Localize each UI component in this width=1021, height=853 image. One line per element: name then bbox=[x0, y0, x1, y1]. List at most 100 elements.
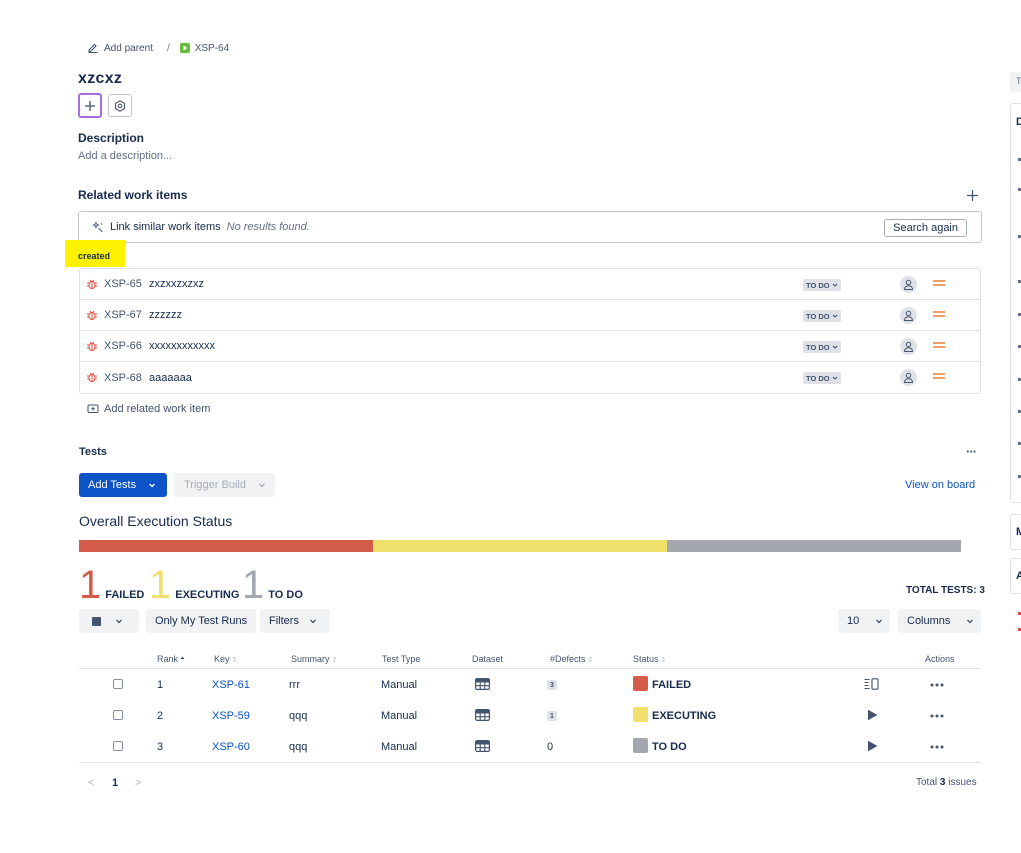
more-actions-icon[interactable] bbox=[930, 745, 944, 749]
column-header-defects[interactable]: #Defects bbox=[550, 654, 593, 664]
work-item-summary[interactable]: zzzzzz bbox=[149, 309, 182, 321]
work-item-key[interactable]: XSP-66 bbox=[104, 340, 142, 352]
total-prefix: Total bbox=[916, 777, 938, 788]
trigger-build-label: Trigger Build bbox=[184, 479, 246, 491]
status-label[interactable]: FAILED bbox=[652, 679, 692, 691]
list-item[interactable]: XSP-68 aaaaaaa TO DO bbox=[80, 362, 980, 393]
field-marker bbox=[1018, 378, 1021, 381]
work-item-key[interactable]: XSP-68 bbox=[104, 371, 142, 384]
play-icon[interactable] bbox=[867, 709, 878, 721]
columns-button[interactable]: Columns bbox=[898, 609, 981, 633]
more-actions-icon[interactable] bbox=[930, 714, 944, 718]
plus-icon bbox=[966, 189, 979, 202]
page-number-button[interactable]: 1 bbox=[112, 777, 119, 789]
avatar[interactable] bbox=[900, 276, 917, 293]
link-similar-label: Link similar work items bbox=[110, 221, 221, 233]
select-all-dropdown[interactable] bbox=[79, 609, 139, 633]
status-dropdown[interactable]: TO DO bbox=[803, 279, 841, 291]
priority-medium-icon bbox=[933, 279, 945, 287]
status-label[interactable]: TO DO bbox=[652, 741, 687, 753]
automation-card[interactable] bbox=[1010, 558, 1021, 594]
defect-count-badge[interactable]: 1 bbox=[547, 711, 557, 721]
status-dropdown[interactable]: TO DO bbox=[803, 341, 841, 353]
todo-count-group[interactable]: 1 TO DO bbox=[242, 565, 303, 605]
list-item[interactable]: XSP-65 zxzxxzxzxz TO DO bbox=[80, 269, 980, 300]
progress-todo-segment bbox=[667, 540, 961, 552]
test-key-link[interactable]: XSP-61 bbox=[212, 679, 250, 691]
more-actions-button[interactable]: ··· bbox=[966, 444, 977, 459]
test-key-link[interactable]: XSP-60 bbox=[212, 741, 250, 753]
status-label[interactable]: EXECUTING bbox=[652, 710, 717, 722]
row-checkbox[interactable] bbox=[113, 710, 123, 720]
work-item-key[interactable]: XSP-67 bbox=[104, 309, 142, 321]
no-results-text: No results found. bbox=[226, 221, 310, 233]
test-key-link[interactable]: XSP-59 bbox=[212, 710, 250, 722]
view-on-board-link[interactable]: View on board bbox=[905, 479, 976, 491]
work-item-summary[interactable]: xxxxxxxxxxxx bbox=[149, 340, 215, 352]
page-size-select[interactable]: 10 bbox=[838, 609, 890, 633]
add-tests-button[interactable]: Add Tests bbox=[79, 473, 167, 497]
apps-button[interactable] bbox=[108, 94, 132, 117]
avatar[interactable] bbox=[900, 369, 917, 386]
column-header-status[interactable]: Status bbox=[633, 654, 666, 664]
only-my-test-runs-button[interactable]: Only My Test Runs bbox=[146, 609, 257, 633]
status-dropdown[interactable]: TO DO bbox=[803, 372, 841, 384]
list-icon[interactable] bbox=[864, 678, 879, 690]
description-placeholder[interactable]: Add a description... bbox=[78, 150, 173, 162]
filters-button[interactable]: Filters bbox=[260, 609, 330, 633]
rank-cell: 3 bbox=[157, 741, 164, 753]
add-related-plus-button[interactable] bbox=[966, 189, 979, 202]
row-checkbox[interactable] bbox=[113, 741, 123, 751]
description-heading: Description bbox=[78, 131, 145, 145]
table-header-divider bbox=[79, 668, 981, 669]
more-actions-icon[interactable] bbox=[930, 683, 944, 687]
defect-count-badge[interactable]: 3 bbox=[547, 680, 557, 690]
chevron-down-icon bbox=[875, 617, 883, 625]
dataset-table-icon[interactable] bbox=[475, 740, 490, 752]
failed-count-group[interactable]: 1 FAILED bbox=[79, 565, 144, 605]
add-related-work-item-button[interactable]: Add related work item bbox=[87, 403, 210, 415]
executing-count-group[interactable]: 1 EXECUTING bbox=[149, 565, 239, 605]
avatar[interactable] bbox=[900, 338, 917, 355]
breadcrumb: Add parent / XSP-64 bbox=[87, 40, 229, 56]
column-header-dataset: Dataset bbox=[472, 654, 504, 664]
side-panel-header-letter: T bbox=[1016, 76, 1021, 86]
filters-label: Filters bbox=[269, 615, 299, 627]
details-card-letter: D bbox=[1016, 116, 1021, 128]
list-item[interactable]: XSP-67 zzzzzz TO DO bbox=[80, 300, 980, 331]
avatar[interactable] bbox=[900, 307, 917, 324]
status-label: TO DO bbox=[806, 280, 830, 290]
add-parent-link[interactable]: Add parent bbox=[87, 42, 153, 54]
work-item-key[interactable]: XSP-65 bbox=[104, 278, 142, 290]
column-header-summary[interactable]: Summary bbox=[291, 654, 337, 664]
status-dropdown[interactable]: TO DO bbox=[803, 310, 841, 322]
column-label: Rank bbox=[157, 654, 179, 664]
work-item-summary[interactable]: aaaaaaa bbox=[149, 371, 192, 384]
work-item-summary[interactable]: zxzxxzxzxz bbox=[149, 278, 204, 290]
next-page-button[interactable]: > bbox=[135, 777, 142, 789]
previous-page-button[interactable]: < bbox=[88, 777, 95, 789]
side-panel-header[interactable] bbox=[1010, 72, 1021, 92]
parent-issue-link[interactable]: XSP-64 bbox=[179, 43, 229, 54]
progress-executing-segment bbox=[373, 540, 667, 552]
details-card bbox=[1010, 103, 1021, 503]
dataset-table-icon[interactable] bbox=[475, 709, 490, 721]
column-label: Summary bbox=[291, 654, 330, 664]
dataset-table-icon[interactable] bbox=[475, 678, 490, 690]
search-again-button[interactable]: Search again bbox=[884, 219, 967, 237]
add-button[interactable] bbox=[78, 93, 102, 118]
bug-icon bbox=[86, 371, 98, 383]
status-color-swatch bbox=[633, 707, 648, 722]
trigger-build-button[interactable]: Trigger Build bbox=[174, 473, 275, 497]
row-checkbox[interactable] bbox=[113, 679, 123, 689]
field-marker bbox=[1018, 188, 1021, 191]
issue-title[interactable]: xzcxz bbox=[78, 70, 123, 87]
column-header-key[interactable]: Key bbox=[214, 654, 237, 664]
play-icon[interactable] bbox=[867, 740, 878, 752]
related-work-items-list: XSP-65 zxzxxzxzxz TO DO XSP-67 zzzzzz TO… bbox=[79, 268, 981, 394]
column-header-rank[interactable]: Rank bbox=[157, 654, 185, 664]
more-fields-card[interactable] bbox=[1010, 514, 1021, 550]
defect-count: 0 bbox=[547, 741, 554, 753]
add-tests-label: Add Tests bbox=[88, 479, 137, 491]
list-item[interactable]: XSP-66 xxxxxxxxxxxx TO DO bbox=[80, 331, 980, 362]
